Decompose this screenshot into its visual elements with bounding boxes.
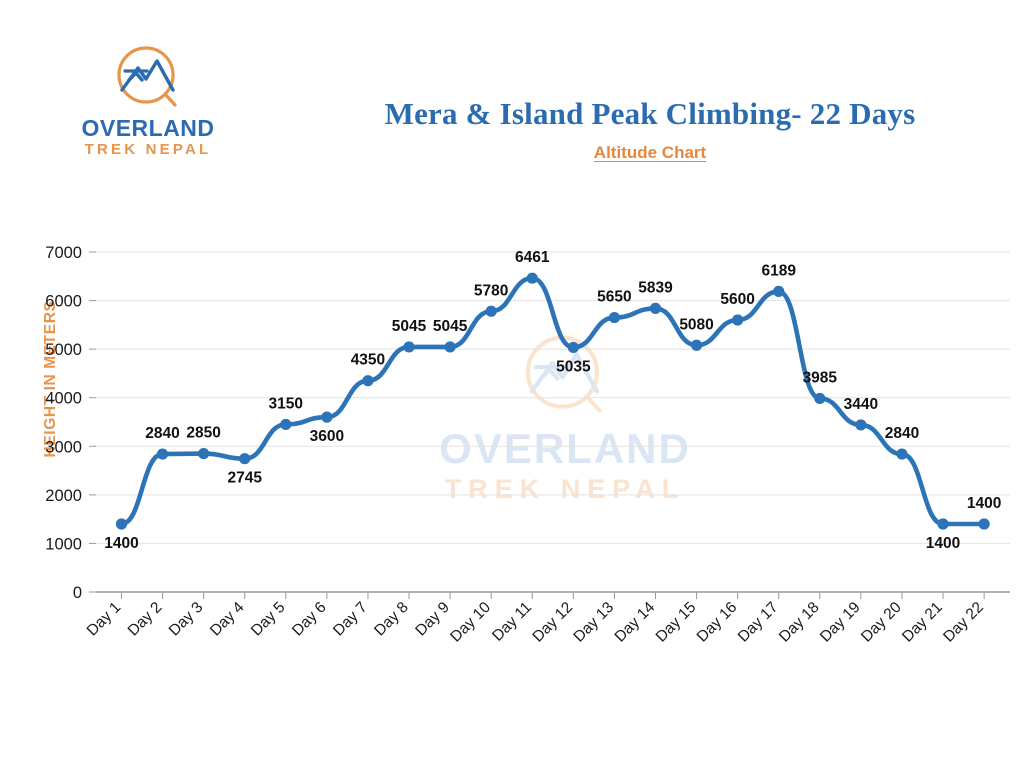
y-axis-tick-label: 1000 (45, 535, 82, 553)
data-point-marker[interactable] (526, 272, 538, 284)
data-point-marker[interactable] (444, 341, 456, 353)
data-point-label: 2745 (227, 470, 262, 487)
data-point-marker[interactable] (485, 305, 497, 317)
data-point-marker[interactable] (896, 448, 908, 460)
x-axis-tick-label: Day 5 (248, 599, 289, 640)
data-point-label: 5045 (392, 318, 427, 335)
x-axis-tick-label: Day 4 (207, 599, 248, 640)
data-point-marker[interactable] (321, 411, 333, 423)
y-axis-tick-label: 2000 (45, 487, 82, 505)
y-axis-tick-label: 6000 (45, 293, 82, 311)
data-point-label: 5780 (474, 282, 508, 299)
data-point-marker[interactable] (937, 518, 949, 530)
data-point-marker[interactable] (649, 302, 662, 314)
data-point-marker[interactable] (773, 285, 785, 297)
data-point-marker[interactable] (814, 392, 826, 405)
data-point-label: 4350 (351, 352, 385, 369)
data-point-marker[interactable] (403, 341, 415, 353)
brand-name: OVERLAND (81, 115, 215, 141)
y-axis-tick-label: 3000 (45, 438, 82, 456)
data-point-label: 6189 (761, 262, 796, 279)
data-point-label: 3150 (269, 395, 303, 412)
brand-logo: OVERLAND TREK NEPAL (68, 42, 228, 159)
data-point-marker[interactable] (280, 418, 292, 431)
data-point-label: 5045 (433, 318, 468, 335)
data-point-label: 1400 (926, 535, 960, 552)
x-axis-tick-label: Day 2 (125, 599, 166, 640)
data-point-marker[interactable] (855, 419, 867, 431)
x-axis-tick-label: Day 19 (817, 599, 864, 646)
data-point-label: 2840 (885, 425, 919, 442)
data-point-marker[interactable] (239, 453, 251, 465)
data-point-label: 2850 (186, 425, 220, 442)
x-axis-tick-label: Day 10 (447, 599, 494, 646)
y-axis-tick-label: 5000 (45, 341, 82, 359)
x-axis-tick-label: Day 7 (330, 599, 371, 640)
page-header: OVERLAND TREK NEPAL Mera & Island Peak C… (0, 0, 1024, 200)
x-axis-tick-label: Day 3 (166, 599, 207, 640)
data-point-label: 5839 (638, 279, 673, 296)
x-axis-tick-label: Day 14 (612, 599, 659, 646)
data-point-label: 5080 (679, 316, 713, 333)
x-axis-tick-label: Day 8 (371, 599, 412, 640)
page-subtitle: Altitude Chart (593, 143, 707, 162)
x-axis-tick-label: Day 21 (899, 599, 946, 646)
x-axis-tick-label: Day 22 (940, 599, 987, 646)
data-point-label: 1400 (104, 535, 138, 552)
data-point-marker[interactable] (156, 448, 169, 460)
x-axis-tick-label: Day 16 (694, 599, 741, 646)
data-point-marker[interactable] (690, 339, 703, 351)
x-axis-tick-label: Day 13 (570, 599, 617, 646)
data-point-label: 3440 (844, 396, 878, 413)
data-point-label: 5650 (597, 289, 631, 306)
data-point-marker[interactable] (362, 375, 374, 387)
x-axis-tick-label: Day 11 (489, 599, 535, 645)
x-axis-tick-label: Day 20 (858, 599, 905, 646)
data-point-label: 3600 (310, 428, 344, 445)
title-block: Mera & Island Peak Climbing- 22 Days Alt… (300, 96, 1000, 163)
data-point-marker[interactable] (115, 518, 128, 530)
data-point-marker[interactable] (198, 447, 210, 460)
x-axis-tick-label: Day 18 (776, 599, 823, 646)
data-point-label: 5600 (720, 291, 754, 308)
x-axis-tick-label: Day 1 (84, 599, 125, 640)
x-axis-tick-label: Day 17 (735, 599, 782, 646)
x-axis-tick-label: Day 6 (289, 599, 330, 640)
y-axis-tick-label: 7000 (45, 244, 82, 262)
data-point-label: 3985 (803, 369, 838, 386)
data-point-label: 1400 (967, 495, 1001, 512)
data-point-marker[interactable] (567, 341, 579, 354)
data-point-marker[interactable] (608, 311, 621, 324)
x-axis-tick-label: Day 15 (653, 599, 700, 646)
data-point-label: 2840 (145, 425, 179, 442)
x-axis-tick-label: Day 12 (529, 599, 576, 646)
data-point-label: 6461 (515, 249, 550, 266)
page-title: Mera & Island Peak Climbing- 22 Days (384, 96, 916, 131)
data-line (119, 275, 987, 527)
brand-tagline: TREK NEPAL (84, 141, 212, 159)
y-axis-tick-label: 4000 (45, 390, 82, 408)
y-axis-tick-label: 0 (73, 584, 82, 602)
data-point-label: 5035 (556, 358, 591, 375)
data-point-marker[interactable] (978, 518, 990, 530)
data-point-marker[interactable] (732, 314, 744, 326)
mountain-magnifier-icon (117, 46, 177, 107)
